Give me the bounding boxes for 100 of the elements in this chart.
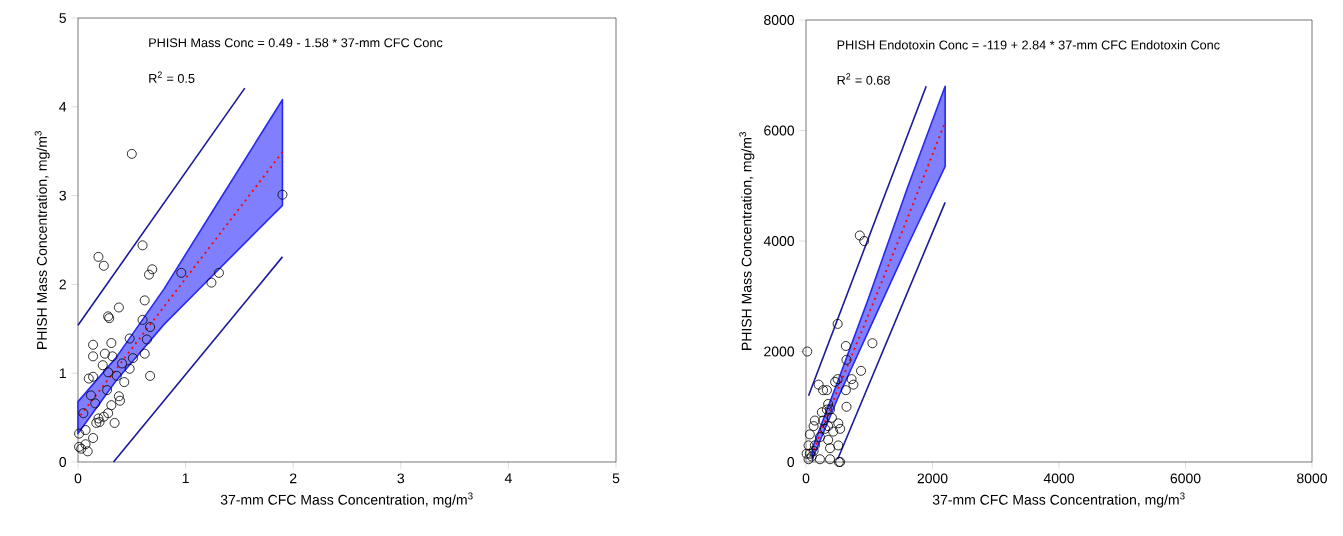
point [80, 425, 91, 435]
point [848, 379, 859, 390]
x-tick-label: 4 [504, 473, 512, 484]
point [88, 371, 98, 382]
x-tick-label: 8000 [1297, 473, 1328, 484]
point [825, 443, 835, 454]
point [833, 440, 844, 451]
point [141, 334, 152, 345]
point [90, 398, 101, 409]
point [113, 302, 124, 313]
x-tick-label: 3 [397, 473, 405, 484]
point [117, 358, 128, 369]
annotation: R$^{2}$ = 0.68 [837, 73, 890, 85]
point [277, 189, 288, 200]
y-tick-label: 6000 [764, 125, 795, 136]
point [106, 400, 117, 411]
point [145, 370, 156, 381]
y-tick-label: 2 [59, 279, 66, 290]
point [206, 277, 217, 288]
point [828, 426, 839, 437]
point [85, 390, 96, 401]
point [827, 412, 837, 423]
point [809, 440, 820, 451]
y-tick-label: 0 [59, 457, 67, 467]
y-tick-label: 4 [59, 102, 67, 112]
point [88, 351, 98, 362]
point [107, 351, 118, 362]
point [103, 408, 114, 419]
point [176, 267, 187, 278]
point [80, 439, 91, 450]
y-tick-label: 2000 [764, 346, 795, 357]
point [144, 269, 154, 280]
point [823, 434, 834, 445]
annotation: PHISH Mass Conc = 0.49 - 1.58 * 37-mm CFC Conc [149, 38, 443, 48]
y-axis-title: PHISH Mass Concentration, mg/m$^{3}$ [34, 131, 50, 349]
point [137, 240, 148, 251]
point [83, 373, 94, 384]
point [825, 454, 835, 465]
point [820, 423, 830, 434]
point [139, 348, 150, 359]
x-tick-label: 0 [802, 473, 810, 484]
x-axis-title: 37-mm CFC Mass Concentration, mg/m$^{3}$ [220, 492, 473, 508]
point [841, 401, 852, 412]
point [115, 395, 125, 406]
point [78, 408, 89, 419]
annotation: PHISH Endotoxin Conc = -119 + 2.84 * 37-mm CFC Endotoxin Conc [837, 40, 1220, 50]
point [102, 385, 112, 396]
point [823, 421, 834, 432]
x-tick-label: 5 [612, 473, 620, 484]
point [814, 432, 825, 443]
point [113, 391, 124, 402]
point [97, 360, 108, 371]
point [99, 348, 110, 359]
x-tick-label: 2 [290, 473, 297, 484]
point [823, 399, 834, 409]
x-tick-label: 6000 [1170, 473, 1201, 484]
point [804, 429, 815, 440]
point [809, 415, 820, 426]
point [126, 148, 137, 159]
point [137, 314, 148, 325]
point [106, 338, 117, 348]
point [145, 322, 156, 332]
point [103, 367, 114, 378]
point [93, 413, 104, 424]
point [813, 379, 824, 390]
y-tick-label: 3 [59, 190, 67, 201]
y-tick-label: 1 [59, 368, 66, 379]
point [840, 341, 851, 351]
y-tick-label: 0 [787, 457, 795, 467]
y-tick-label: 4000 [763, 236, 795, 246]
point [841, 354, 852, 365]
point [840, 385, 851, 396]
point [818, 415, 829, 426]
point [816, 407, 827, 418]
x-tick-label: 4000 [1043, 473, 1075, 484]
x-axis-title: 37-mm CFC Mass Concentration, mg/m$^{3}$ [932, 492, 1185, 508]
point [803, 440, 814, 451]
point [846, 374, 857, 385]
x-tick-label: 2000 [917, 473, 948, 484]
point [74, 428, 85, 439]
point [833, 418, 844, 429]
annotation: R$^{2}$ = 0.5 [149, 71, 195, 83]
point [821, 404, 832, 415]
point [854, 230, 865, 241]
point [88, 433, 98, 443]
point [859, 236, 870, 246]
point [119, 377, 130, 388]
x-tick-label: 0 [74, 473, 82, 484]
point [808, 446, 819, 456]
point [98, 411, 109, 422]
point [93, 251, 104, 262]
y-tick-label: 5 [59, 13, 67, 23]
point [832, 318, 843, 329]
point [867, 338, 878, 349]
point [124, 363, 135, 374]
point [127, 353, 138, 364]
y-tick-label: 8000 [764, 15, 795, 25]
point [88, 339, 98, 350]
point [147, 264, 158, 275]
point [124, 333, 135, 344]
